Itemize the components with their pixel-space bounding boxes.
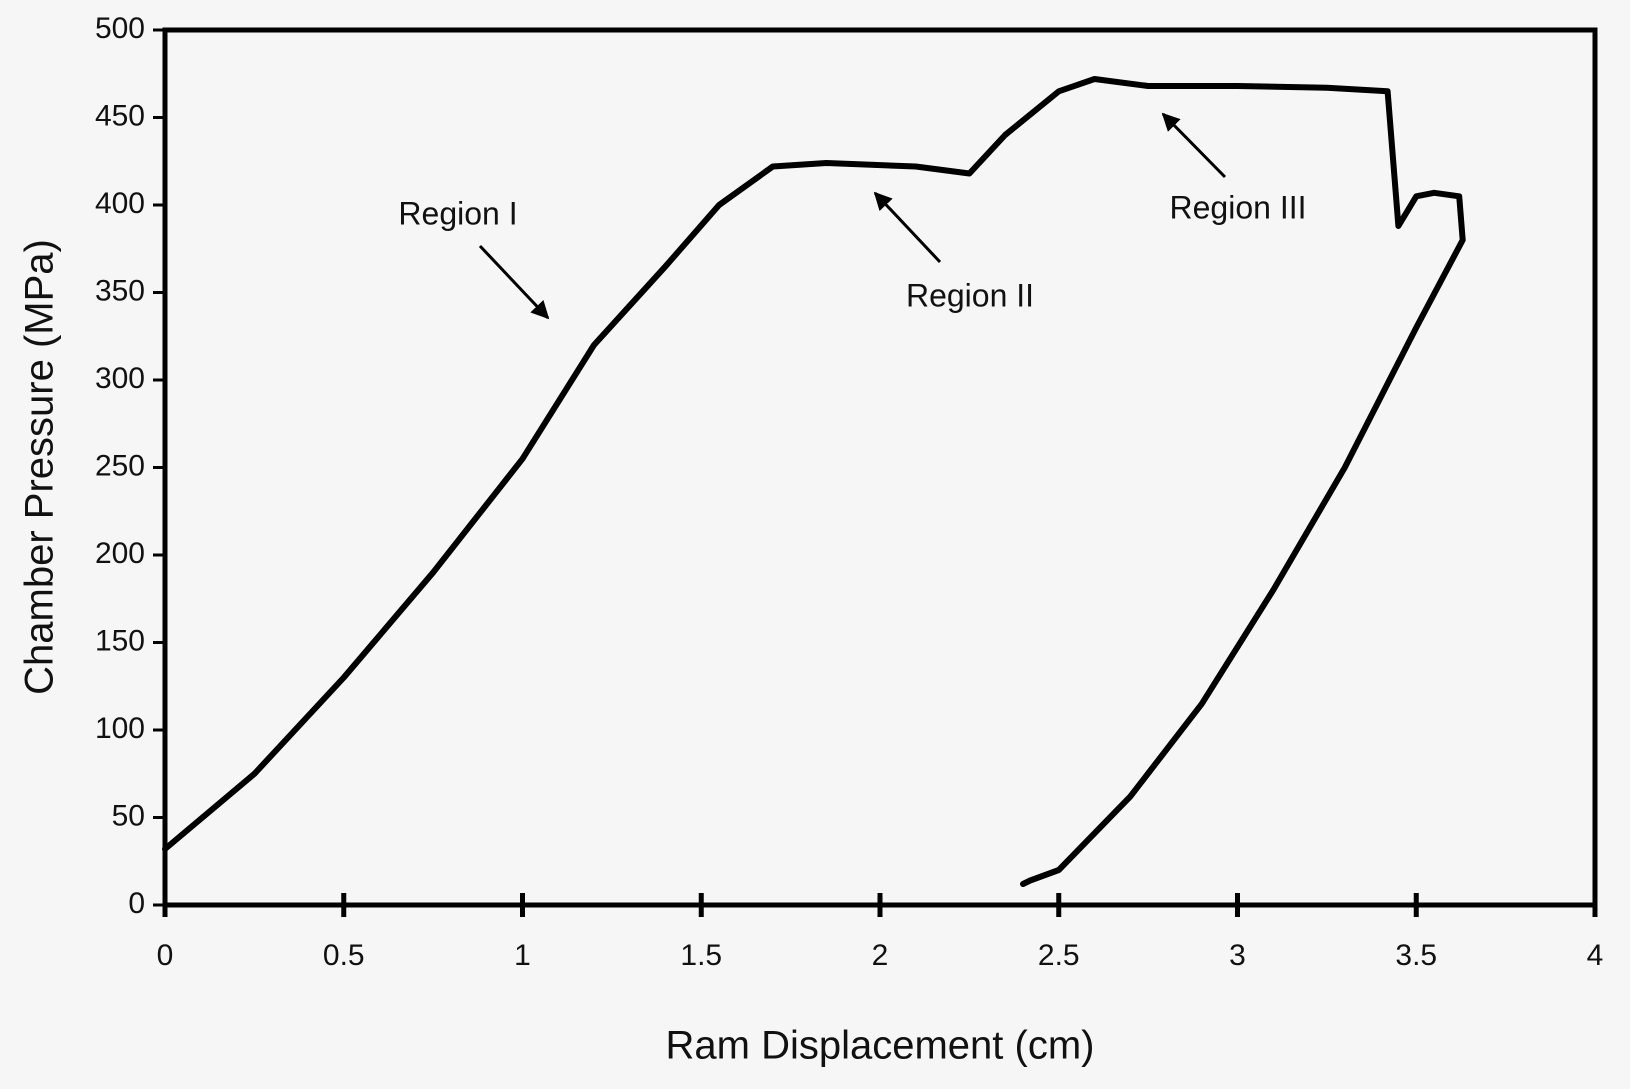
y-tick-label: 250 xyxy=(95,449,145,482)
annotation-arrow xyxy=(1161,112,1227,179)
x-axis-label: Ram Displacement (cm) xyxy=(666,1024,1095,1068)
x-tick-label: 0.5 xyxy=(323,939,365,972)
annotation: Region III xyxy=(1170,189,1307,225)
y-tick-label: 500 xyxy=(95,12,145,45)
y-tick-label: 200 xyxy=(95,537,145,570)
x-tick-label: 2 xyxy=(872,939,889,972)
x-tick-label: 4 xyxy=(1587,939,1604,972)
y-tick-label: 400 xyxy=(95,187,145,220)
x-tick-label: 2.5 xyxy=(1038,939,1080,972)
y-tick-label: 450 xyxy=(95,99,145,132)
y-tick-label: 350 xyxy=(95,274,145,307)
y-tick-label: 100 xyxy=(95,712,145,745)
x-tick-label: 1.5 xyxy=(680,939,722,972)
y-tick-label: 150 xyxy=(95,624,145,657)
y-tick-label: 0 xyxy=(128,887,145,920)
data-line xyxy=(162,76,1466,887)
y-tick-label: 300 xyxy=(95,362,145,395)
annotation-arrow xyxy=(873,191,942,264)
annotation: Region I xyxy=(398,195,517,231)
y-tick-label: 50 xyxy=(112,799,145,832)
x-tick-label: 1 xyxy=(514,939,531,972)
annotation: Region II xyxy=(906,277,1034,313)
annotation-arrow xyxy=(478,244,550,320)
y-axis-label: Chamber Pressure (MPa) xyxy=(18,239,62,695)
x-tick-label: 3 xyxy=(1229,939,1246,972)
x-tick-label: 0 xyxy=(157,939,174,972)
x-tick-label: 3.5 xyxy=(1395,939,1437,972)
plot-frame xyxy=(162,27,1598,908)
